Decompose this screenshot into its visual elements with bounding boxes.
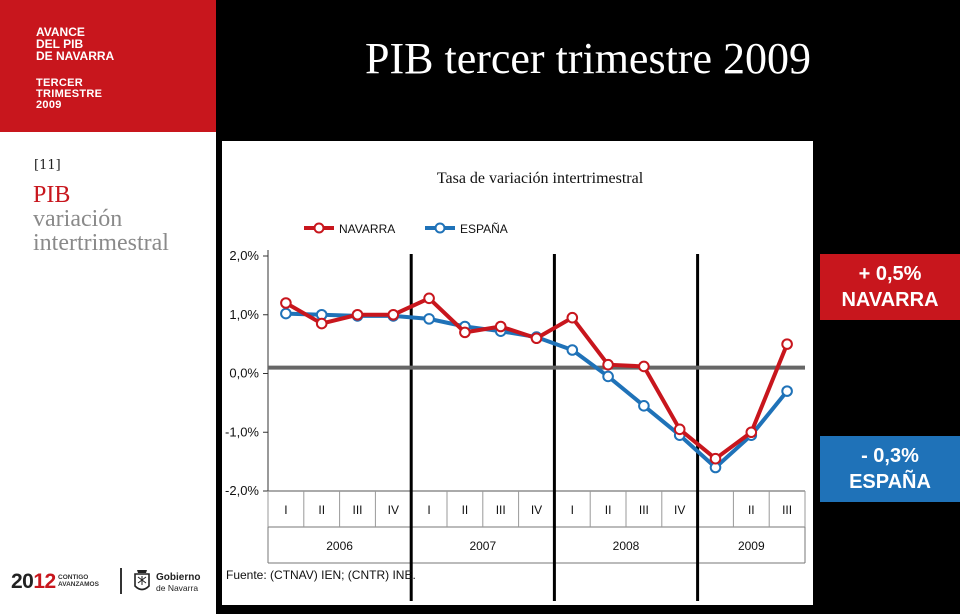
section-subtitle: variación intertrimestral: [33, 207, 169, 255]
navarra-series-point: [459, 326, 471, 339]
navarra-badge-value: + 0,5%: [858, 263, 922, 285]
gov-line: Gobierno: [156, 572, 201, 583]
y-tick-label: 0,0%: [229, 366, 259, 381]
report-name-line: AVANCE: [36, 25, 85, 39]
gov-line: de Navarra: [156, 583, 199, 593]
legend: NAVARRA ESPAÑA: [304, 222, 508, 236]
navarra-series-point: [387, 308, 400, 321]
navarra-badge: + 0,5% NAVARRA: [820, 254, 960, 320]
navarra-series-point: [781, 338, 793, 350]
page-title: PIB tercer trimestre 2009: [365, 34, 811, 83]
espana-series-point: [781, 385, 793, 397]
x-tick-label: IV: [388, 503, 399, 517]
x-tick-label: IV: [674, 503, 685, 517]
x-tick-label: III: [352, 503, 362, 517]
navarra-series-point: [673, 423, 686, 436]
x-tick-label: III: [782, 503, 792, 517]
x-group-label: 2006: [326, 539, 353, 553]
logo-2012: 2012: [11, 570, 56, 594]
logo-year-part: 20: [11, 570, 34, 593]
government-logo-text: Gobierno de Navarra: [156, 572, 201, 594]
chart-source: Fuente: (CTNAV) IEN; (CNTR) INE.: [226, 568, 416, 582]
legend-marker-espana: [434, 222, 446, 234]
navarra-series-point: [602, 358, 614, 371]
navarra-series-point: [709, 452, 722, 465]
logo-divider: [120, 568, 122, 594]
report-period-line: 2009: [36, 99, 62, 111]
logo-tagline: CONTIGO AVANZAMOS: [58, 574, 99, 588]
y-tick-label: -1,0%: [225, 424, 259, 439]
plot-area: 2,0%1,0%0,0%-1,0%-2,0%I II III IV I II III IV I I…: [225, 248, 806, 601]
navarra-series-line: [284, 296, 789, 461]
x-tick-label: II: [748, 503, 755, 517]
navarra-series-point: [351, 308, 364, 321]
report-name-line: DEL PIB: [36, 37, 84, 51]
x-tick-label: III: [639, 503, 649, 517]
espana-badge: - 0,3% ESPAÑA: [820, 436, 960, 502]
navarra-series-point: [745, 426, 758, 439]
navarra-badge-label: NAVARRA: [841, 289, 939, 311]
x-tick-label: IV: [531, 503, 542, 517]
x-tick-label: II: [605, 503, 612, 517]
navarra-series-point: [280, 297, 292, 309]
chart-title: Tasa de variación intertrimestral: [437, 170, 644, 187]
espana-badge-value: - 0,3%: [861, 445, 919, 467]
legend-marker-navarra: [313, 222, 325, 234]
section-title: PIB: [33, 182, 71, 208]
espana-series-point: [280, 307, 292, 320]
navarra-series-point: [494, 320, 507, 333]
section-subtitle-line: variación: [33, 206, 123, 232]
tagline-line: CONTIGO: [58, 574, 89, 581]
espana-series-point: [638, 400, 650, 412]
y-tick-label: -2,0%: [225, 483, 259, 498]
espana-series-point: [602, 370, 614, 383]
navarra-series-point: [530, 332, 543, 345]
logo-year-part: 12: [33, 570, 56, 593]
tagline-line: AVANZAMOS: [58, 581, 99, 588]
slide-number: [11]: [34, 158, 61, 173]
espana-series-point: [423, 313, 435, 325]
legend-label-navarra: NAVARRA: [339, 222, 395, 236]
report-period-line: TRIMESTRE: [36, 88, 103, 100]
section-subtitle-line: intertrimestral: [33, 230, 169, 256]
x-tick-label: II: [318, 503, 325, 517]
report-name: AVANCE DEL PIB DE NAVARRA: [36, 26, 114, 62]
gdp-chart: Tasa de variación intertrimestral NAVARR…: [225, 170, 806, 601]
navarra-series-point: [638, 360, 650, 373]
sidebar: AVANCE DEL PIB DE NAVARRA TERCER TRIMEST…: [0, 0, 216, 614]
x-group-label: 2009: [738, 539, 765, 553]
report-name-line: DE NAVARRA: [36, 49, 115, 63]
x-tick-label: II: [462, 503, 469, 517]
espana-badge-label: ESPAÑA: [849, 471, 931, 493]
navarra-series-point: [423, 292, 435, 305]
x-group-label: 2007: [469, 539, 496, 553]
x-tick-label: I: [284, 503, 287, 517]
y-tick-label: 1,0%: [229, 307, 259, 322]
footer-logos: 2012 CONTIGO AVANZAMOS Gobierno de Navar…: [8, 560, 213, 600]
legend-label-espana: ESPAÑA: [460, 222, 508, 236]
navarra-series-point: [566, 311, 579, 324]
x-tick-label: I: [427, 503, 430, 517]
report-header-box: AVANCE DEL PIB DE NAVARRA TERCER TRIMEST…: [0, 0, 216, 132]
espana-series-point: [566, 344, 579, 356]
x-group-label: 2008: [613, 539, 640, 553]
navarra-series-point: [315, 317, 328, 330]
y-tick-label: 2,0%: [229, 248, 259, 263]
report-period: TERCER TRIMESTRE 2009: [36, 78, 102, 111]
chart-panel: Tasa de variación intertrimestral NAVARR…: [222, 141, 813, 605]
report-period-line: TERCER: [36, 77, 84, 89]
x-tick-label: I: [571, 503, 574, 517]
x-tick-label: III: [496, 503, 506, 517]
navarra-crest-icon: [134, 570, 150, 591]
